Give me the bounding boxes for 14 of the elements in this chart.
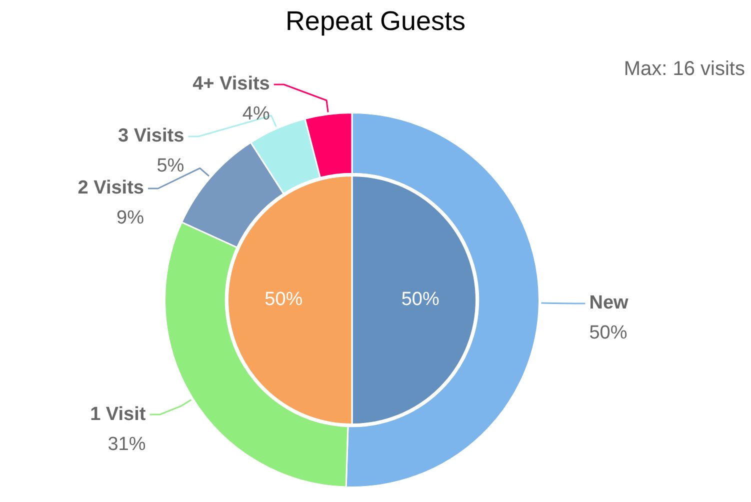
slice-label: 4+ Visits: [192, 74, 270, 95]
slice-label: New: [589, 292, 629, 314]
slice-label: 1 Visit: [90, 404, 146, 425]
text: Max: 16 visits: [624, 58, 745, 81]
data-label: 50%: [264, 289, 303, 310]
data-label: 50%: [589, 322, 628, 344]
data-label: 31%: [108, 434, 146, 455]
data-label: 4%: [242, 104, 270, 125]
chart-title: Repeat Guests: [284, 6, 467, 37]
slice-label: 2 Visits: [78, 178, 144, 199]
slice-label: 3 Visits: [118, 126, 184, 147]
data-label: 9%: [116, 208, 144, 229]
data-label: 5%: [156, 156, 184, 177]
data-label: 50%: [401, 289, 440, 310]
